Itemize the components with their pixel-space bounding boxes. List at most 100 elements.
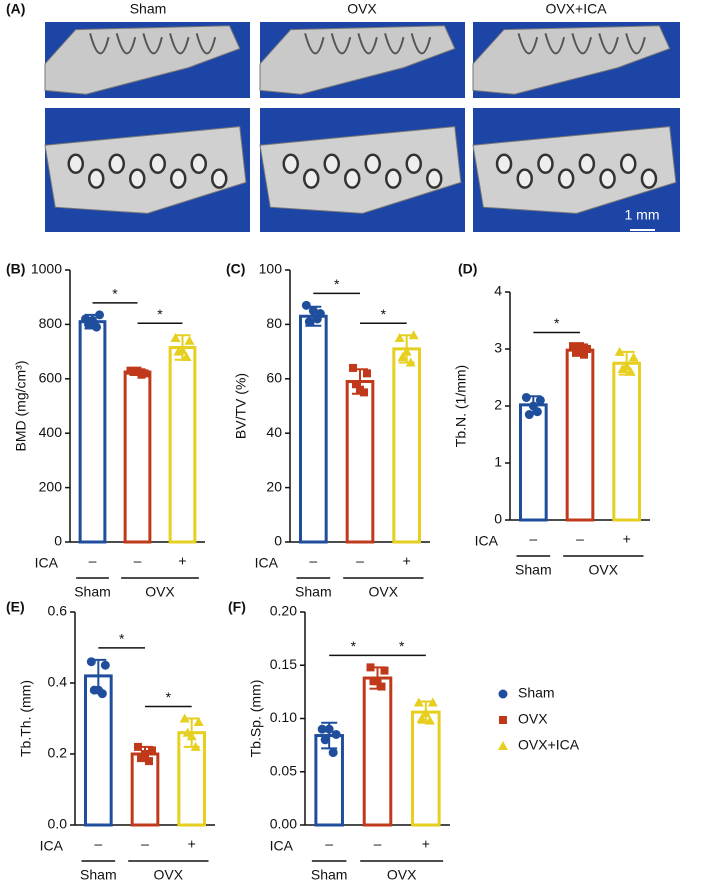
socket bbox=[88, 168, 105, 189]
data-point bbox=[317, 724, 327, 734]
y-tick-label: 0.20 bbox=[270, 603, 297, 619]
data-point bbox=[397, 352, 408, 362]
bone-shape bbox=[472, 126, 677, 214]
column-title: Sham bbox=[130, 1, 167, 17]
y-tick-label: 0 bbox=[494, 511, 502, 527]
data-point bbox=[628, 352, 639, 362]
significance-label: * bbox=[166, 689, 172, 705]
significance-label: * bbox=[334, 276, 340, 292]
group-label: Sham bbox=[515, 562, 552, 578]
chart: (F) Tb.Sp. (mm) 0.00 0.05 0.10 0.15 0.20 – – + ICA… bbox=[228, 599, 450, 880]
y-tick-label: 80 bbox=[266, 315, 282, 331]
data-point bbox=[535, 395, 545, 405]
socket bbox=[620, 153, 637, 175]
bar bbox=[314, 734, 344, 827]
chart: (C) BV/TV (%) 0 20 40 60 80 100 – – + ICA Sham OVX * * bbox=[226, 261, 430, 600]
x-tick-label: + bbox=[403, 553, 411, 569]
y-tick-label: 60 bbox=[266, 370, 282, 386]
significance-label: * bbox=[119, 631, 125, 647]
significance-label: * bbox=[157, 306, 163, 322]
y-tick-label: 200 bbox=[39, 478, 63, 494]
column-title: OVX+ICA bbox=[545, 1, 607, 17]
socket bbox=[364, 153, 381, 175]
data-point bbox=[320, 735, 330, 745]
socket bbox=[405, 153, 422, 175]
data-point bbox=[352, 380, 360, 389]
root-shape bbox=[304, 33, 325, 55]
root-shape bbox=[410, 33, 432, 55]
data-point bbox=[86, 657, 96, 667]
socket bbox=[344, 168, 361, 189]
group-label: Sham bbox=[80, 867, 117, 880]
panel-label: (D) bbox=[458, 261, 477, 277]
root-shape bbox=[598, 33, 619, 55]
y-axis-label: Tb.N. (1/mm) bbox=[453, 365, 469, 447]
legend-label: Sham bbox=[518, 685, 555, 701]
group-label: OVX bbox=[154, 867, 184, 880]
y-axis-label: BV/TV (%) bbox=[233, 373, 249, 439]
significance-label: * bbox=[399, 638, 405, 654]
data-point bbox=[349, 363, 357, 372]
socket bbox=[190, 153, 207, 175]
bar bbox=[177, 731, 206, 827]
x-tick-label: – bbox=[374, 836, 382, 852]
y-tick-label: 0.2 bbox=[48, 745, 68, 761]
panel-label: (B) bbox=[6, 261, 25, 277]
data-point bbox=[625, 366, 636, 376]
group-label: Sham bbox=[311, 867, 348, 880]
socket bbox=[578, 153, 596, 175]
y-tick-label: 0.6 bbox=[48, 603, 68, 619]
y-tick-label: 40 bbox=[266, 424, 282, 440]
bar bbox=[565, 348, 595, 522]
significance-label: * bbox=[112, 286, 118, 302]
chart: (B) BMD (mg/cm³) 0 200 400 600 800 1000 – – + ICA Sh… bbox=[6, 261, 205, 600]
y-tick-label: 0.05 bbox=[270, 762, 297, 778]
socket bbox=[537, 153, 554, 175]
data-point bbox=[377, 682, 386, 691]
socket bbox=[149, 153, 166, 175]
data-point bbox=[394, 333, 405, 342]
root-shape bbox=[517, 33, 539, 55]
data-point bbox=[148, 746, 156, 755]
bar bbox=[612, 361, 641, 522]
x-tick-label: – bbox=[134, 553, 142, 569]
data-point bbox=[331, 729, 341, 739]
socket bbox=[495, 153, 513, 175]
socket bbox=[211, 168, 228, 189]
root-shape bbox=[169, 33, 190, 55]
socket bbox=[599, 168, 616, 189]
legend-marker bbox=[498, 689, 508, 699]
data-point bbox=[580, 350, 588, 359]
y-tick-label: 1000 bbox=[31, 261, 62, 277]
socket bbox=[129, 168, 146, 189]
x-tick-label: + bbox=[188, 836, 196, 852]
y-tick-label: 20 bbox=[266, 478, 282, 494]
legend-label: OVX bbox=[518, 711, 548, 727]
data-point bbox=[304, 317, 314, 327]
significance-label: * bbox=[554, 315, 560, 331]
bar bbox=[123, 370, 152, 544]
bar bbox=[345, 380, 375, 544]
y-tick-label: 400 bbox=[39, 424, 63, 440]
panel-label: (C) bbox=[226, 261, 245, 277]
root-shape bbox=[330, 33, 352, 55]
x-tick-label: – bbox=[141, 836, 149, 852]
x-tick-label: – bbox=[89, 553, 97, 569]
y-tick-label: 600 bbox=[39, 370, 63, 386]
significance-label: * bbox=[381, 306, 387, 322]
socket bbox=[170, 168, 187, 189]
data-point bbox=[583, 345, 591, 353]
y-tick-label: 0.15 bbox=[270, 656, 297, 672]
socket bbox=[303, 168, 320, 189]
data-point bbox=[416, 713, 427, 723]
y-tick-label: 0.10 bbox=[270, 709, 297, 725]
data-point bbox=[100, 660, 110, 670]
legend-label: OVX+ICA bbox=[518, 737, 580, 753]
group-label: OVX bbox=[589, 562, 619, 578]
data-point bbox=[328, 748, 338, 758]
row-label: ICA bbox=[270, 838, 294, 854]
x-tick-label: – bbox=[325, 836, 333, 852]
socket bbox=[385, 168, 402, 189]
row-label: ICA bbox=[475, 533, 499, 549]
